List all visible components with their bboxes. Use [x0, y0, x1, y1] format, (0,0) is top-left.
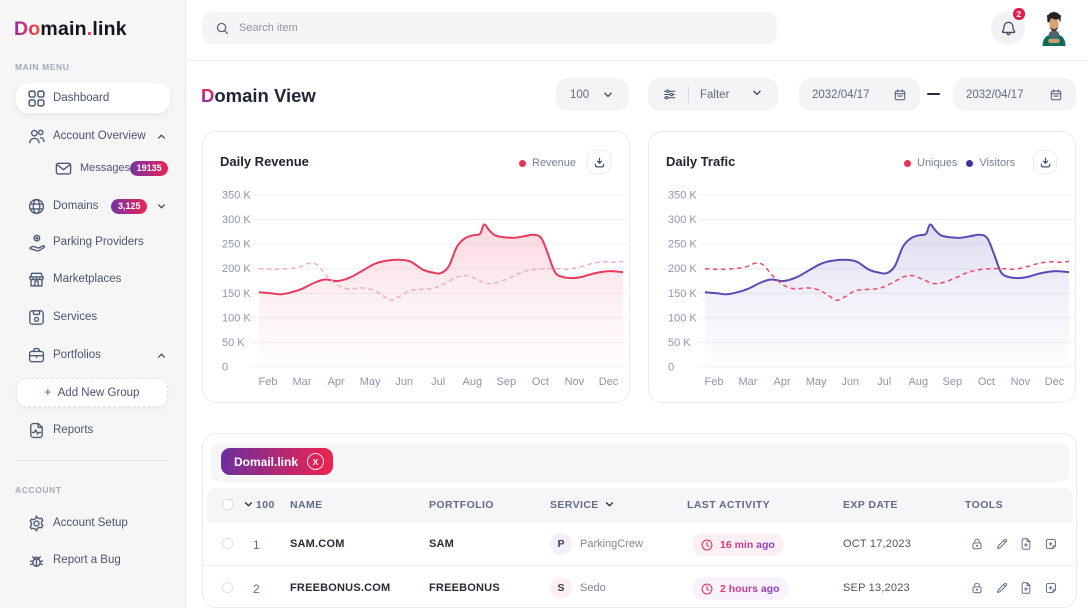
svg-text:Sep: Sep [497, 376, 517, 388]
svg-text:50 K: 50 K [668, 337, 691, 349]
svg-text:Oct: Oct [978, 376, 995, 388]
svg-text:300 K: 300 K [222, 214, 251, 226]
svg-text:Dec: Dec [599, 376, 619, 388]
svg-text:Aug: Aug [463, 376, 483, 388]
svg-text:0: 0 [668, 362, 674, 374]
svg-text:Jun: Jun [395, 376, 413, 388]
svg-text:250 K: 250 K [668, 239, 697, 251]
svg-text:May: May [806, 376, 827, 388]
svg-text:Feb: Feb [705, 376, 724, 388]
svg-text:300 K: 300 K [668, 214, 697, 226]
svg-text:Nov: Nov [565, 376, 585, 388]
svg-text:150 K: 150 K [668, 288, 697, 300]
svg-text:Jul: Jul [877, 376, 891, 388]
svg-text:Aug: Aug [909, 376, 929, 388]
svg-text:200 K: 200 K [222, 263, 251, 275]
svg-text:150 K: 150 K [222, 288, 251, 300]
svg-text:Dec: Dec [1045, 376, 1065, 388]
svg-text:Feb: Feb [259, 376, 278, 388]
svg-text:350 K: 350 K [668, 190, 697, 202]
svg-text:0: 0 [222, 362, 228, 374]
svg-text:350 K: 350 K [222, 190, 251, 202]
svg-text:Oct: Oct [532, 376, 549, 388]
svg-text:Mar: Mar [293, 376, 312, 388]
svg-text:100 K: 100 K [668, 312, 697, 324]
svg-text:Apr: Apr [328, 376, 345, 388]
svg-text:Mar: Mar [739, 376, 758, 388]
svg-text:200 K: 200 K [668, 263, 697, 275]
svg-text:250 K: 250 K [222, 239, 251, 251]
svg-text:May: May [360, 376, 381, 388]
svg-text:50 K: 50 K [222, 337, 245, 349]
svg-text:100 K: 100 K [222, 312, 251, 324]
svg-text:Nov: Nov [1011, 376, 1031, 388]
svg-text:Sep: Sep [943, 376, 963, 388]
svg-text:Jun: Jun [841, 376, 859, 388]
svg-text:Jul: Jul [431, 376, 445, 388]
svg-text:Apr: Apr [774, 376, 791, 388]
